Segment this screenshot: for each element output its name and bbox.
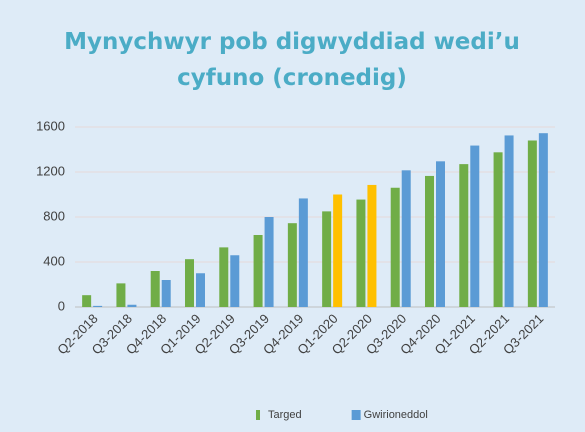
bar [527,140,537,307]
y-tick-label: 0 [58,298,65,313]
bar [127,304,137,307]
bar [219,247,229,307]
y-tick-label: 1600 [36,118,65,133]
legend-label: Gwirioneddol [364,409,428,421]
bar [150,271,160,307]
legend-swatch [256,410,260,420]
bar [253,235,263,307]
bar [93,305,103,307]
bar [264,217,274,307]
bar [298,198,308,307]
bar [367,184,377,307]
bar [459,164,469,307]
bar [356,199,366,307]
y-tick-label: 400 [43,253,65,268]
bar [425,175,434,307]
y-tick-label: 800 [43,208,65,223]
legend-label: Targed [268,409,302,421]
bar [185,259,194,307]
chart-title: Mynychwyr pob digwyddiad wedi’u cyfuno (… [64,29,520,91]
bar [230,255,240,307]
bar [401,170,411,307]
bar [538,133,548,307]
bar [504,135,514,307]
bar [82,295,92,307]
bar [390,187,400,307]
bar [322,211,332,307]
bar [161,280,171,307]
bar [333,194,343,307]
bar [116,283,126,307]
bar [287,223,297,307]
y-tick-label: 1200 [36,163,65,178]
legend-swatch [351,410,361,420]
bar [470,145,480,307]
bar [436,161,445,307]
bar [493,152,503,307]
bar [196,273,205,307]
